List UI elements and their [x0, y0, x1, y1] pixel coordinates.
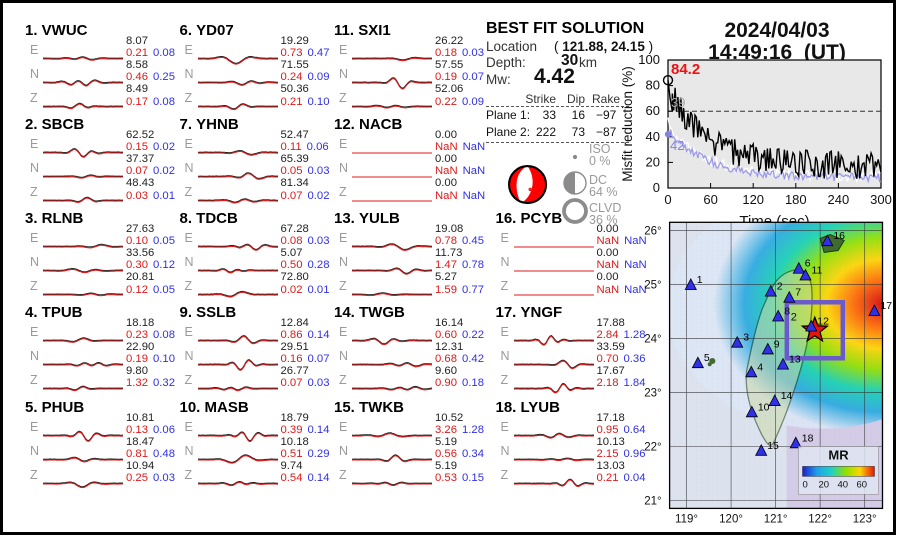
svg-text:26°: 26° — [644, 225, 661, 237]
svg-text:24°: 24° — [644, 333, 661, 345]
svg-text:18: 18 — [802, 432, 814, 444]
svg-text:6: 6 — [805, 258, 811, 270]
svg-text:13: 13 — [789, 354, 801, 366]
svg-text:1: 1 — [697, 274, 703, 286]
svg-text:21°: 21° — [644, 495, 661, 507]
svg-text:120°: 120° — [719, 513, 743, 525]
svg-text:2: 2 — [791, 311, 797, 323]
svg-text:40: 40 — [838, 479, 849, 490]
svg-text:3: 3 — [743, 332, 749, 344]
svg-text:12: 12 — [817, 315, 829, 327]
svg-text:22°: 22° — [644, 441, 661, 453]
svg-text:10: 10 — [758, 401, 770, 413]
svg-text:14: 14 — [781, 390, 793, 402]
svg-text:8: 8 — [784, 305, 790, 317]
svg-text:60: 60 — [857, 479, 868, 490]
svg-text:17: 17 — [880, 300, 892, 312]
svg-text:25°: 25° — [644, 279, 661, 291]
svg-text:119°: 119° — [675, 513, 698, 525]
svg-text:2: 2 — [777, 281, 783, 293]
svg-text:9: 9 — [774, 338, 780, 350]
svg-text:5: 5 — [704, 352, 710, 364]
svg-text:16: 16 — [833, 230, 845, 242]
svg-text:23°: 23° — [644, 387, 661, 399]
svg-text:123°: 123° — [853, 513, 877, 525]
svg-text:15: 15 — [767, 440, 779, 452]
svg-text:4: 4 — [757, 361, 763, 373]
svg-text:121°: 121° — [764, 513, 788, 525]
svg-text:20: 20 — [819, 479, 830, 490]
svg-text:MR: MR — [828, 447, 849, 462]
svg-text:11: 11 — [811, 265, 822, 277]
svg-text:0: 0 — [803, 479, 808, 490]
svg-text:122°: 122° — [808, 513, 832, 525]
svg-text:7: 7 — [795, 287, 801, 299]
